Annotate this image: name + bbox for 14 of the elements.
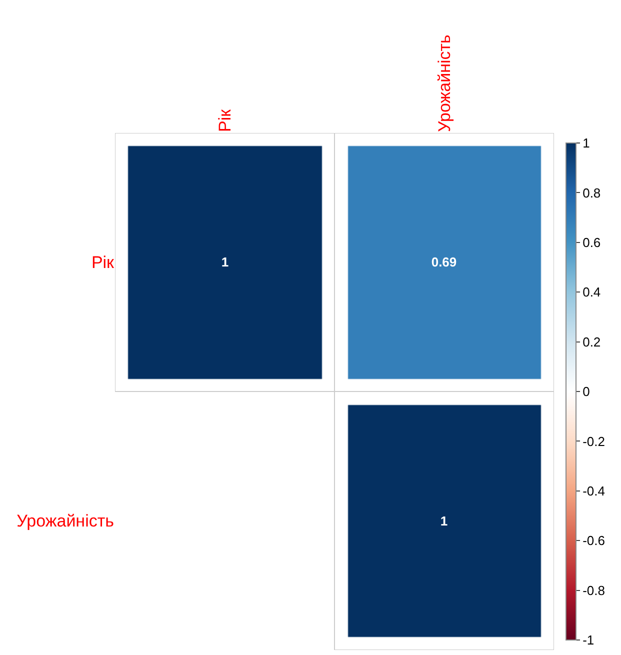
data-label: 0.69 xyxy=(431,254,457,270)
color-bar-label: 0 xyxy=(582,384,590,400)
data-label: 1 xyxy=(221,254,229,270)
color-bar-label: 0.2 xyxy=(582,334,601,350)
color-bar-label: -0.8 xyxy=(582,582,606,598)
data-label: 1 xyxy=(440,514,448,529)
color-bar-label: 0.6 xyxy=(582,234,601,250)
color-bar-label: -1 xyxy=(582,632,594,648)
color-bar-label: 0.8 xyxy=(582,185,601,200)
color-bar-label: 1 xyxy=(582,136,590,151)
color-bar-label: -0.2 xyxy=(582,434,606,449)
color-bar-label: 0.4 xyxy=(582,284,601,300)
color-bar-label: -0.4 xyxy=(582,483,606,498)
color-bar-label: -0.6 xyxy=(582,533,606,548)
